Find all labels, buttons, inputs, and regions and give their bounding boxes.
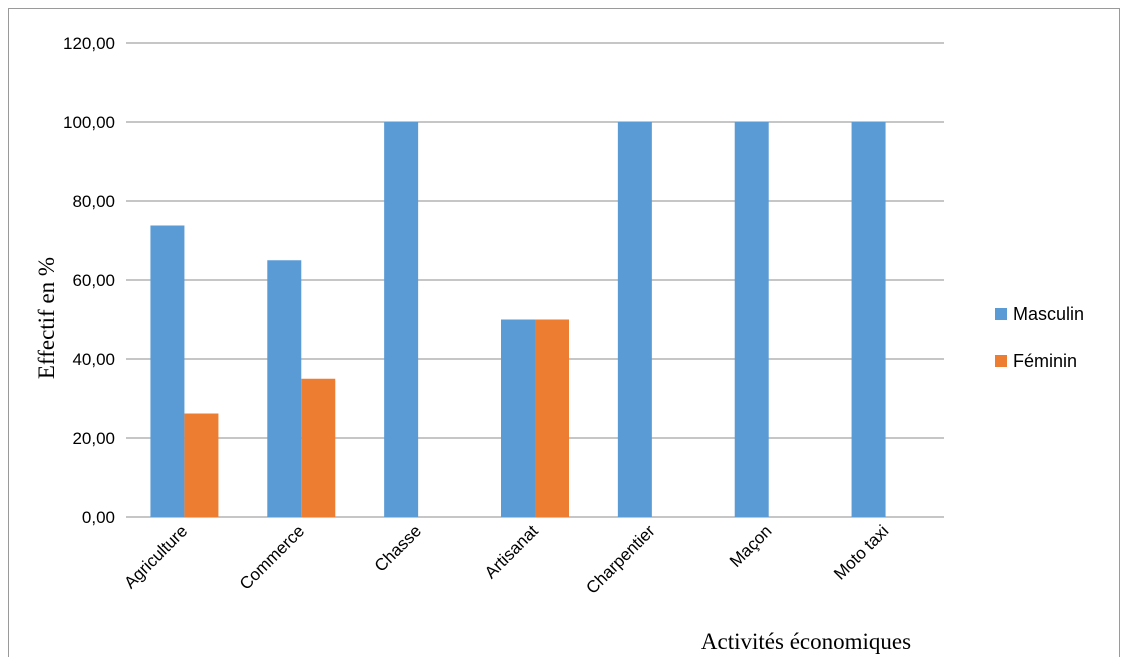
y-tick-label: 20,00 — [72, 429, 115, 448]
y-tick-label: 80,00 — [72, 192, 115, 211]
y-tick-labels: 0,00 20,00 40,00 60,00 80,00 100,00 120,00 — [63, 34, 115, 527]
x-axis-title: Activités économiques — [701, 629, 911, 654]
legend-swatch — [995, 355, 1007, 367]
bar-masculin — [734, 122, 769, 517]
y-tick-label: 60,00 — [72, 271, 115, 290]
category-label: Moto taxi — [830, 521, 892, 583]
y-tick-label: 40,00 — [72, 350, 115, 369]
legend-swatch — [995, 308, 1007, 320]
legend-label: Masculin — [1013, 304, 1084, 324]
category-label: Maçon — [726, 521, 776, 571]
bar-feminin — [301, 378, 336, 517]
bar-masculin — [384, 122, 419, 517]
legend: Masculin Féminin — [995, 304, 1084, 371]
bar-masculin — [267, 260, 302, 517]
category-label: Agriculture — [120, 521, 191, 592]
category-label: Commerce — [236, 521, 308, 593]
bar-masculin — [851, 122, 886, 517]
y-axis-title: Effectif en % — [34, 257, 59, 379]
y-tick-label: 100,00 — [63, 113, 115, 132]
y-tick-label: 0,00 — [82, 508, 115, 527]
bars — [150, 122, 886, 518]
y-tick-label: 120,00 — [63, 34, 115, 53]
category-label: Artisanat — [481, 521, 542, 582]
legend-label: Féminin — [1013, 351, 1077, 371]
category-label: Chasse — [371, 521, 425, 575]
category-label: Charpentier — [582, 521, 658, 597]
bar-feminin — [184, 413, 219, 517]
category-labels: Agriculture Commerce Chasse Artisanat Charpe… — [120, 521, 892, 597]
bar-masculin — [617, 122, 652, 517]
bar-feminin — [535, 319, 569, 517]
bar-masculin — [150, 225, 185, 518]
bar-masculin — [501, 319, 535, 517]
